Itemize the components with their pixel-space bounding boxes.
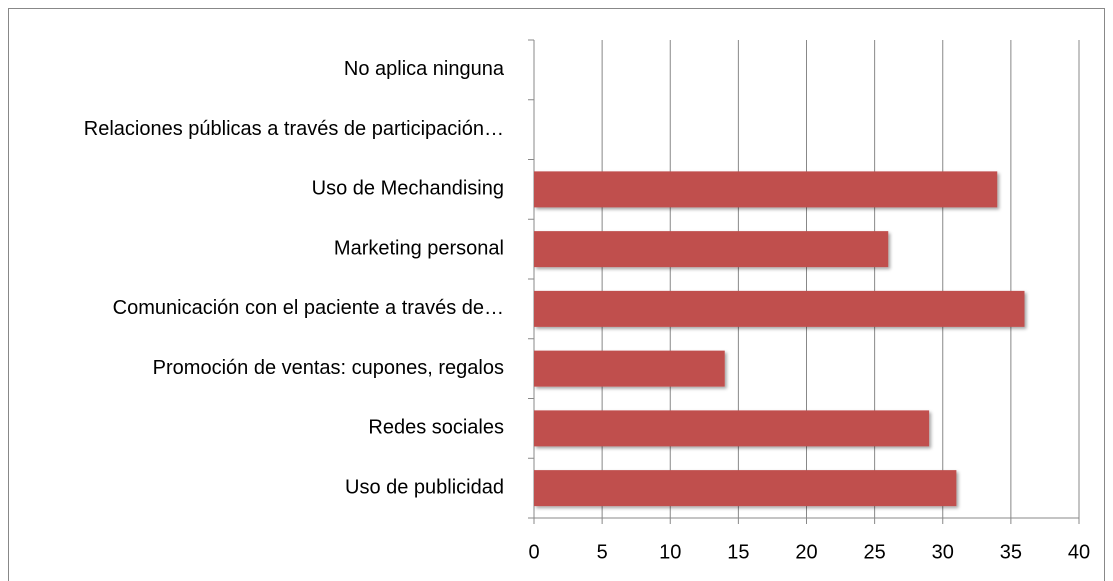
x-tick-label: 20: [795, 541, 817, 563]
x-tick-label: 40: [1068, 541, 1090, 563]
x-tick-label: 25: [864, 541, 886, 563]
bar: [534, 350, 725, 387]
y-tick-label: Promoción de ventas: cupones, regalos: [153, 357, 504, 379]
x-tick-label: 15: [727, 541, 749, 563]
x-tick-label: 30: [932, 541, 954, 563]
y-tick-label: Marketing personal: [334, 237, 504, 259]
bar: [534, 171, 998, 208]
x-tick-label: 5: [597, 541, 608, 563]
bar: [534, 290, 1025, 327]
bar: [534, 231, 889, 268]
bar: [534, 410, 930, 447]
x-tick-label: 10: [659, 541, 681, 563]
y-tick-label: Uso de publicidad: [345, 476, 504, 498]
x-tick-label: 0: [528, 541, 539, 563]
y-tick-label: Comunicación con el paciente a través de…: [113, 297, 504, 319]
bar: [534, 470, 957, 507]
y-tick-label: Uso de Mechandising: [312, 178, 504, 200]
y-tick-label: Relaciones públicas a través de particip…: [84, 118, 504, 140]
x-tick-label: 35: [1000, 541, 1022, 563]
y-tick-label: Redes sociales: [368, 417, 504, 439]
y-tick-label: No aplica ninguna: [344, 58, 505, 80]
